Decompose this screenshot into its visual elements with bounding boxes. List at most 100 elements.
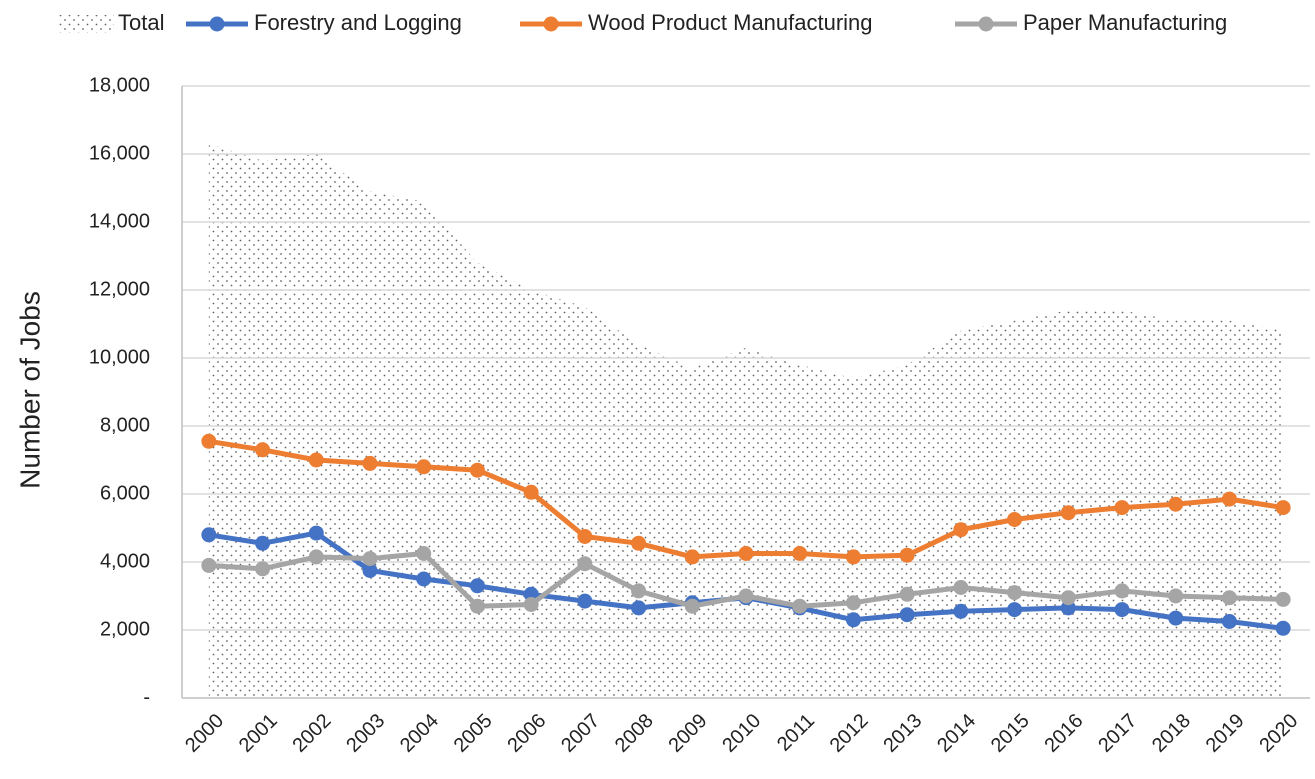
marker bbox=[684, 549, 700, 565]
marker bbox=[1114, 583, 1130, 599]
x-tick-label: 2011 bbox=[773, 710, 819, 756]
legend-marker bbox=[209, 16, 225, 32]
x-tick-label: 2009 bbox=[665, 710, 712, 757]
y-tick-label: 18,000 bbox=[89, 74, 150, 96]
x-tick-label: 2000 bbox=[181, 710, 228, 757]
marker bbox=[1007, 585, 1023, 601]
marker bbox=[1221, 491, 1237, 507]
x-tick-label: 2016 bbox=[1041, 710, 1088, 757]
marker bbox=[308, 549, 324, 565]
marker bbox=[1114, 500, 1130, 516]
x-tick-label: 2005 bbox=[450, 710, 497, 757]
marker bbox=[362, 563, 378, 578]
marker bbox=[631, 583, 647, 599]
marker bbox=[201, 527, 217, 543]
marker bbox=[523, 597, 539, 612]
marker bbox=[255, 442, 271, 458]
marker bbox=[201, 557, 217, 573]
marker bbox=[577, 593, 593, 609]
legend-label: Forestry and Logging bbox=[254, 10, 462, 35]
y-tick-label: - bbox=[143, 686, 150, 708]
legend-swatch bbox=[58, 15, 114, 33]
marker bbox=[523, 484, 539, 500]
x-tick-label: 2015 bbox=[987, 710, 1034, 757]
x-tick-label: 2014 bbox=[933, 710, 980, 757]
marker bbox=[631, 535, 647, 551]
marker bbox=[469, 598, 485, 614]
marker bbox=[845, 612, 861, 628]
y-tick-label: 12,000 bbox=[89, 278, 150, 300]
legend-label: Wood Product Manufacturing bbox=[588, 10, 873, 35]
x-tick-label: 2002 bbox=[289, 710, 336, 757]
y-tick-label: 8,000 bbox=[100, 414, 150, 436]
legend-label: Paper Manufacturing bbox=[1023, 10, 1227, 35]
marker bbox=[684, 598, 700, 614]
marker bbox=[738, 588, 754, 604]
marker bbox=[1221, 590, 1237, 606]
marker bbox=[899, 547, 915, 563]
marker bbox=[308, 452, 324, 468]
marker bbox=[1060, 590, 1076, 606]
marker bbox=[255, 535, 271, 551]
marker bbox=[416, 571, 432, 587]
x-tick-label: 2017 bbox=[1094, 710, 1141, 757]
marker bbox=[1060, 505, 1076, 521]
marker bbox=[201, 433, 217, 449]
x-tick-label: 2020 bbox=[1255, 710, 1302, 757]
x-tick-label: 2004 bbox=[396, 710, 443, 757]
marker bbox=[1275, 620, 1291, 636]
marker bbox=[1221, 614, 1237, 629]
marker bbox=[631, 600, 647, 616]
marker bbox=[1007, 602, 1023, 618]
x-tick-label: 2008 bbox=[611, 710, 658, 757]
legend-label: Total bbox=[118, 10, 164, 35]
marker bbox=[953, 580, 969, 595]
x-tick-label: 2013 bbox=[879, 710, 926, 757]
marker bbox=[1275, 500, 1291, 516]
marker bbox=[953, 522, 969, 538]
marker bbox=[845, 549, 861, 565]
y-tick-label: 14,000 bbox=[89, 210, 150, 232]
marker bbox=[845, 595, 861, 611]
marker bbox=[738, 546, 754, 561]
x-tick-label: 2003 bbox=[342, 710, 389, 757]
y-axis-label: Number of Jobs bbox=[14, 291, 45, 489]
marker bbox=[416, 459, 432, 475]
marker bbox=[792, 598, 808, 614]
legend-marker bbox=[543, 16, 559, 32]
marker bbox=[1168, 610, 1184, 626]
x-tick-label: 2019 bbox=[1202, 710, 1249, 757]
marker bbox=[792, 546, 808, 561]
marker bbox=[1114, 602, 1130, 618]
marker bbox=[953, 603, 969, 619]
x-tick-label: 2007 bbox=[557, 710, 604, 757]
marker bbox=[308, 525, 324, 541]
legend-marker bbox=[978, 16, 994, 32]
x-tick-label: 2006 bbox=[503, 710, 550, 757]
marker bbox=[362, 551, 378, 567]
marker bbox=[1168, 588, 1184, 604]
y-tick-label: 16,000 bbox=[89, 142, 150, 164]
area bbox=[208, 143, 1284, 699]
marker bbox=[469, 462, 485, 478]
y-tick-label: 10,000 bbox=[89, 346, 150, 368]
y-tick-label: 4,000 bbox=[100, 550, 150, 572]
marker bbox=[469, 578, 485, 594]
y-tick-label: 6,000 bbox=[100, 482, 150, 504]
marker bbox=[1168, 496, 1184, 512]
y-tick-label: 2,000 bbox=[100, 618, 150, 640]
marker bbox=[577, 529, 593, 544]
x-tick-label: 2012 bbox=[826, 710, 873, 757]
marker bbox=[416, 546, 432, 561]
marker bbox=[899, 607, 915, 623]
marker bbox=[1007, 512, 1023, 527]
marker bbox=[577, 556, 593, 572]
marker bbox=[362, 455, 378, 471]
x-tick-label: 2010 bbox=[718, 710, 765, 757]
marker bbox=[255, 561, 271, 577]
marker bbox=[899, 586, 915, 602]
marker bbox=[1275, 591, 1291, 607]
x-tick-label: 2001 bbox=[235, 710, 282, 757]
x-tick-label: 2018 bbox=[1148, 710, 1195, 757]
